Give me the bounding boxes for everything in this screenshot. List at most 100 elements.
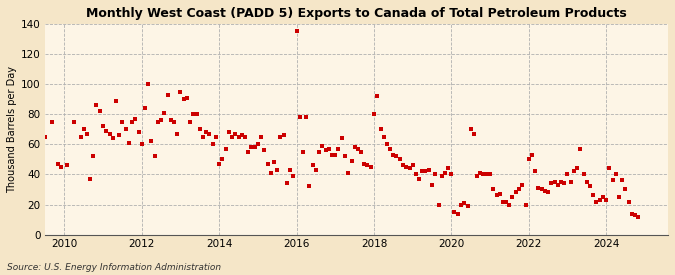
Point	[572, 166, 583, 170]
Point	[249, 145, 260, 150]
Point	[568, 169, 579, 174]
Title: Monthly West Coast (PADD 5) Exports to Canada of Total Petroleum Products: Monthly West Coast (PADD 5) Exports to C…	[86, 7, 627, 20]
Point	[159, 111, 169, 115]
Point	[259, 148, 270, 153]
Point	[620, 187, 631, 192]
Point	[404, 166, 415, 170]
Point	[111, 98, 122, 103]
Point	[285, 168, 296, 172]
Point	[436, 174, 447, 178]
Point	[78, 127, 89, 131]
Point	[349, 145, 360, 150]
Point	[585, 184, 595, 189]
Point	[75, 134, 86, 139]
Point	[594, 198, 605, 202]
Point	[468, 131, 479, 136]
Point	[307, 163, 318, 167]
Point	[91, 103, 102, 107]
Point	[140, 106, 151, 110]
Point	[456, 202, 466, 207]
Point	[88, 154, 99, 159]
Point	[314, 150, 325, 154]
Point	[539, 189, 550, 193]
Point	[491, 193, 502, 198]
Point	[82, 131, 92, 136]
Point	[588, 193, 599, 198]
Point	[104, 131, 115, 136]
Point	[156, 118, 167, 122]
Point	[223, 130, 234, 134]
Point	[236, 133, 247, 138]
Point	[378, 134, 389, 139]
Point	[291, 29, 302, 34]
Point	[252, 142, 263, 147]
Point	[246, 145, 256, 150]
Point	[375, 127, 386, 131]
Point	[172, 131, 183, 136]
Point	[265, 171, 276, 175]
Point	[288, 174, 299, 178]
Point	[439, 171, 450, 175]
Point	[465, 127, 476, 131]
Point	[459, 201, 470, 205]
Point	[633, 214, 644, 219]
Point	[204, 131, 215, 136]
Point	[552, 183, 563, 187]
Point	[601, 198, 612, 202]
Point	[191, 112, 202, 116]
Point	[333, 147, 344, 151]
Point	[53, 162, 63, 166]
Point	[69, 120, 80, 124]
Point	[501, 199, 512, 204]
Point	[107, 136, 118, 141]
Point	[381, 142, 392, 147]
Point	[169, 120, 180, 124]
Point	[243, 150, 254, 154]
Point	[401, 165, 412, 169]
Point	[182, 95, 192, 100]
Point	[233, 134, 244, 139]
Point	[330, 153, 341, 157]
Point	[472, 174, 483, 178]
Point	[56, 165, 67, 169]
Point	[530, 169, 541, 174]
Point	[62, 163, 73, 167]
Point	[559, 181, 570, 186]
Point	[446, 172, 457, 177]
Point	[124, 141, 134, 145]
Point	[623, 199, 634, 204]
Point	[356, 150, 367, 154]
Point	[143, 82, 154, 86]
Point	[352, 147, 363, 151]
Point	[394, 157, 405, 162]
Point	[514, 187, 524, 192]
Point	[604, 166, 615, 170]
Point	[46, 120, 57, 124]
Point	[201, 130, 212, 134]
Point	[272, 168, 283, 172]
Point	[262, 162, 273, 166]
Point	[304, 184, 315, 189]
Point	[127, 120, 138, 124]
Point	[227, 134, 238, 139]
Point	[194, 127, 205, 131]
Point	[423, 168, 434, 172]
Point	[175, 89, 186, 94]
Point	[578, 172, 589, 177]
Point	[478, 172, 489, 177]
Point	[301, 115, 312, 119]
Point	[398, 163, 408, 167]
Point	[417, 169, 428, 174]
Point	[298, 150, 308, 154]
Point	[575, 147, 586, 151]
Point	[443, 166, 454, 170]
Point	[543, 190, 554, 195]
Point	[240, 134, 250, 139]
Point	[211, 134, 221, 139]
Point	[323, 147, 334, 151]
Point	[617, 178, 628, 183]
Point	[591, 199, 602, 204]
Point	[630, 213, 641, 217]
Point	[481, 172, 492, 177]
Point	[414, 177, 425, 181]
